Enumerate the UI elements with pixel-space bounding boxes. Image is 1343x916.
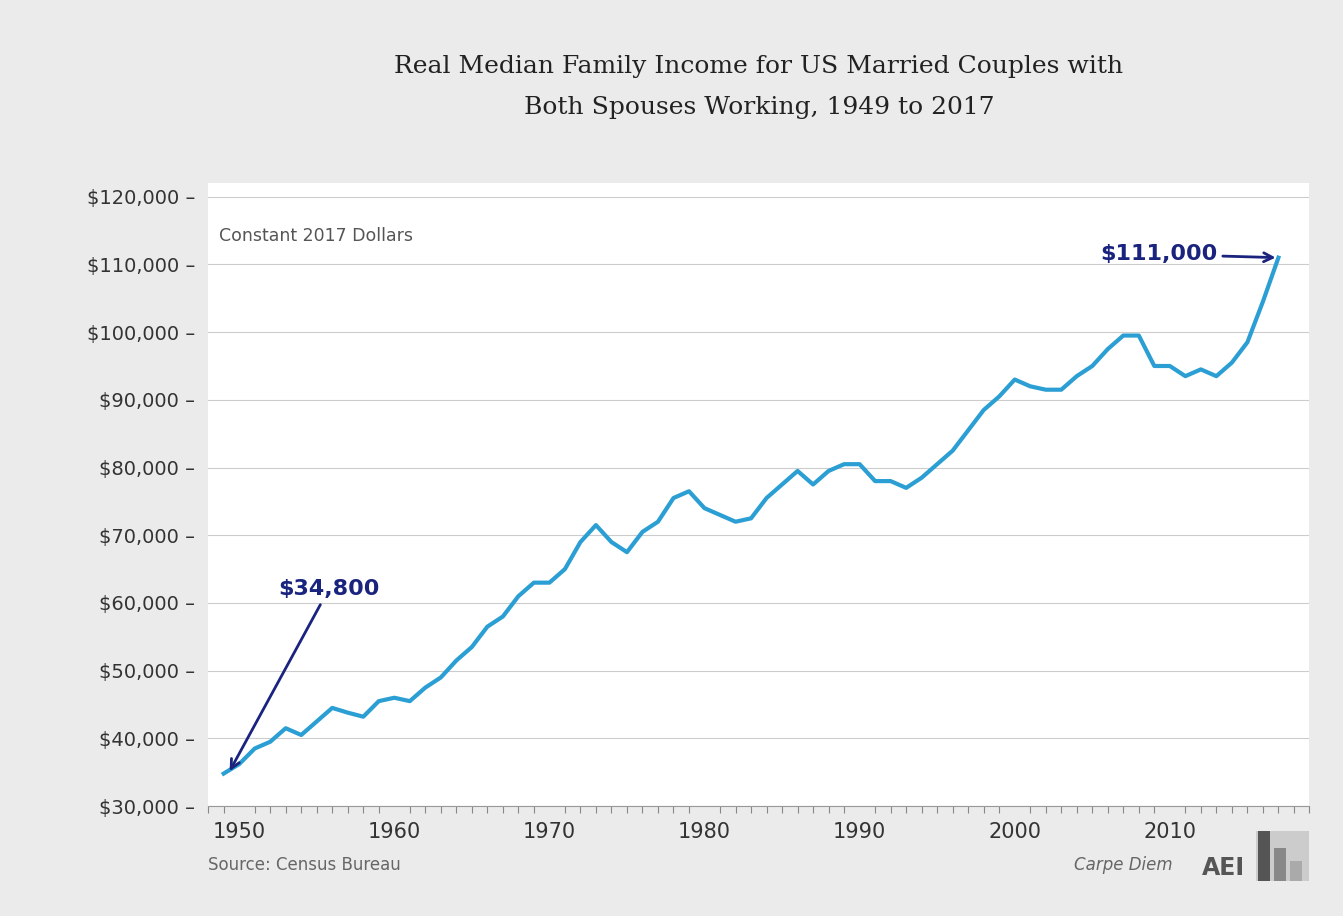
Text: Source: Census Bureau: Source: Census Bureau (208, 856, 402, 874)
Text: Real Median Family Income for US Married Couples with: Real Median Family Income for US Married… (395, 55, 1123, 78)
Text: Carpe Diem: Carpe Diem (1074, 856, 1172, 874)
Text: AEI: AEI (1202, 856, 1245, 879)
Bar (1291, 861, 1301, 881)
Bar (1258, 831, 1269, 881)
Text: Constant 2017 Dollars: Constant 2017 Dollars (219, 227, 414, 245)
Text: $111,000: $111,000 (1100, 245, 1273, 265)
Text: Both Spouses Working, 1949 to 2017: Both Spouses Working, 1949 to 2017 (524, 96, 994, 119)
Bar (1275, 848, 1285, 881)
Text: $34,800: $34,800 (231, 580, 379, 769)
